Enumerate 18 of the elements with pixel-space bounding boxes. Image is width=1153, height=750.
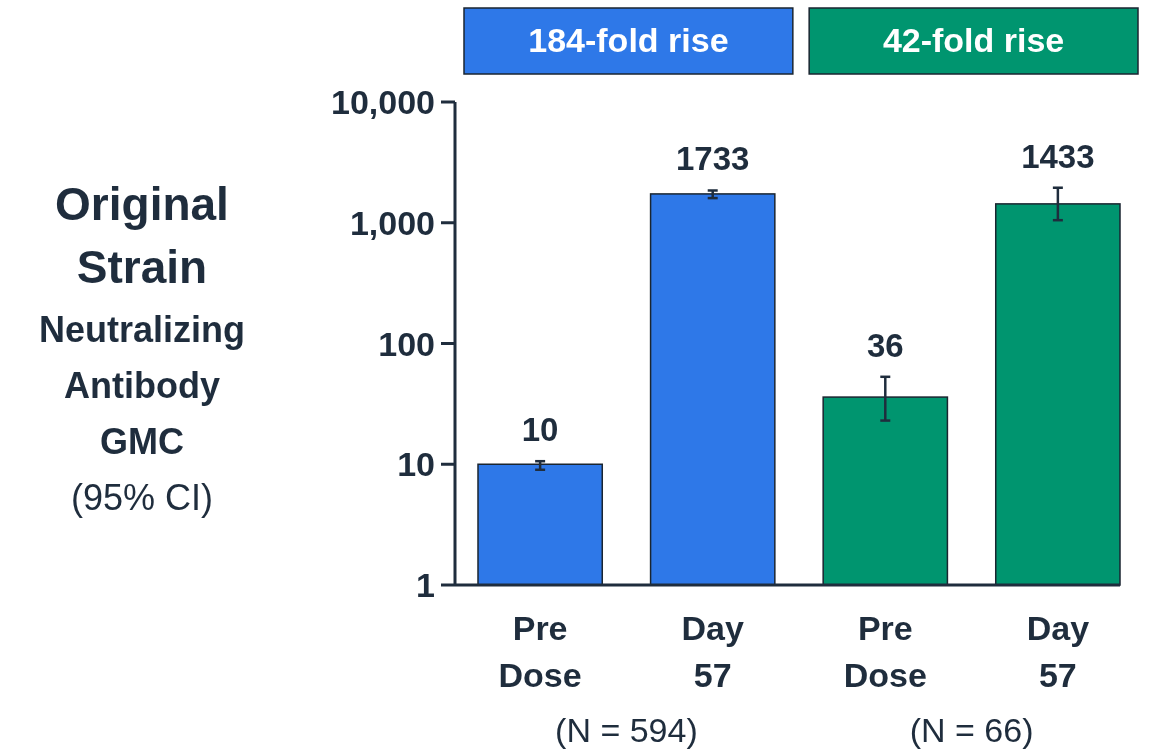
text: 184-fold rise [528,21,729,59]
y-tick-label: 1 [416,566,435,604]
data-label: 10 [521,411,559,449]
x-tick-label: Pre Dose [843,609,927,694]
y-tick-label: 10,000 [331,83,435,121]
y-axis-title: Original Strain Neutralizing Antibody GMC (95% CI) [38,178,246,518]
text: 42-fold rise [882,21,1065,59]
data-label: 1433 [1021,137,1095,175]
y-tick-label: 1,000 [349,203,435,242]
data-label: 36 [866,326,904,364]
x-tick-label: Day 57 [681,609,744,694]
y-tick-label: 100 [378,324,435,363]
text: (N = 594) [555,711,698,749]
x-tick-label: Pre Dose [498,609,582,694]
text: (N = 66) [909,711,1034,749]
y-tick-label: 10 [397,445,435,484]
data-label: 1733 [676,140,750,178]
x-tick-label: Day 57 [1026,609,1090,694]
